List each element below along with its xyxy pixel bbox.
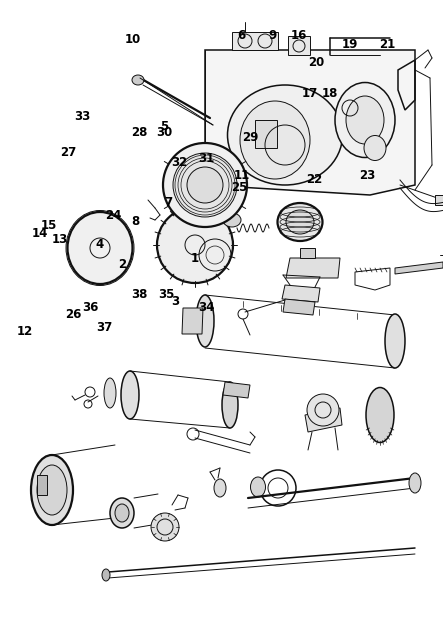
Text: 21: 21 xyxy=(380,38,396,50)
Text: 17: 17 xyxy=(302,87,318,100)
Text: 10: 10 xyxy=(125,33,141,46)
Ellipse shape xyxy=(115,504,129,522)
Text: 37: 37 xyxy=(96,321,112,334)
Text: 5: 5 xyxy=(160,120,168,132)
Polygon shape xyxy=(286,258,340,278)
Polygon shape xyxy=(232,32,278,50)
Text: 33: 33 xyxy=(74,110,90,123)
Text: 31: 31 xyxy=(198,152,214,165)
Text: 30: 30 xyxy=(156,126,172,139)
Ellipse shape xyxy=(223,213,241,227)
Circle shape xyxy=(163,143,247,227)
Polygon shape xyxy=(283,299,315,315)
Circle shape xyxy=(151,513,179,541)
Polygon shape xyxy=(37,475,47,495)
Text: 27: 27 xyxy=(61,146,77,159)
Ellipse shape xyxy=(335,83,395,158)
Text: 2: 2 xyxy=(118,258,126,271)
Text: 22: 22 xyxy=(307,173,323,186)
Polygon shape xyxy=(182,308,203,334)
Text: 29: 29 xyxy=(242,131,258,144)
Ellipse shape xyxy=(104,378,116,408)
Ellipse shape xyxy=(196,295,214,347)
Circle shape xyxy=(157,207,233,283)
Text: 19: 19 xyxy=(342,38,358,50)
Text: 25: 25 xyxy=(231,181,247,194)
Text: 11: 11 xyxy=(233,169,249,181)
Text: 24: 24 xyxy=(105,209,121,222)
Ellipse shape xyxy=(364,135,386,161)
Circle shape xyxy=(173,153,237,217)
Ellipse shape xyxy=(31,455,73,525)
Ellipse shape xyxy=(67,212,132,284)
Ellipse shape xyxy=(277,203,323,241)
Text: 28: 28 xyxy=(132,126,148,139)
Ellipse shape xyxy=(132,75,144,85)
Text: 13: 13 xyxy=(52,233,68,246)
Text: 8: 8 xyxy=(131,215,139,228)
Text: 34: 34 xyxy=(198,301,214,314)
Polygon shape xyxy=(435,195,443,205)
Polygon shape xyxy=(223,382,250,398)
Ellipse shape xyxy=(214,479,226,497)
Circle shape xyxy=(187,167,223,203)
Ellipse shape xyxy=(121,371,139,419)
Text: 3: 3 xyxy=(171,295,179,307)
Text: 14: 14 xyxy=(32,227,48,239)
Ellipse shape xyxy=(385,314,405,368)
Polygon shape xyxy=(300,248,315,258)
Ellipse shape xyxy=(409,473,421,493)
Ellipse shape xyxy=(222,382,238,428)
Text: 6: 6 xyxy=(237,30,245,42)
Ellipse shape xyxy=(286,210,314,234)
Ellipse shape xyxy=(228,85,342,185)
Text: 16: 16 xyxy=(291,30,307,42)
Text: 12: 12 xyxy=(16,325,32,338)
Ellipse shape xyxy=(37,465,67,515)
Ellipse shape xyxy=(366,387,394,442)
Circle shape xyxy=(307,394,339,426)
Polygon shape xyxy=(395,262,443,274)
Ellipse shape xyxy=(240,101,310,179)
Polygon shape xyxy=(282,285,320,302)
Text: 15: 15 xyxy=(41,219,57,232)
Text: 35: 35 xyxy=(158,289,174,301)
Text: 18: 18 xyxy=(322,87,338,100)
Polygon shape xyxy=(288,36,310,55)
Text: 32: 32 xyxy=(171,156,187,169)
Text: 20: 20 xyxy=(309,57,325,69)
Text: 7: 7 xyxy=(164,197,172,209)
Text: 36: 36 xyxy=(83,301,99,314)
Ellipse shape xyxy=(102,569,110,581)
Text: 23: 23 xyxy=(360,169,376,181)
Text: 1: 1 xyxy=(191,252,199,265)
Ellipse shape xyxy=(110,498,134,528)
Text: 9: 9 xyxy=(268,30,276,42)
Circle shape xyxy=(191,203,201,213)
Text: 4: 4 xyxy=(96,238,104,251)
Text: 38: 38 xyxy=(132,289,148,301)
Ellipse shape xyxy=(250,477,265,497)
Bar xyxy=(255,120,277,148)
Ellipse shape xyxy=(346,96,384,144)
Polygon shape xyxy=(305,408,342,432)
Text: 26: 26 xyxy=(65,309,81,321)
Polygon shape xyxy=(205,50,415,195)
